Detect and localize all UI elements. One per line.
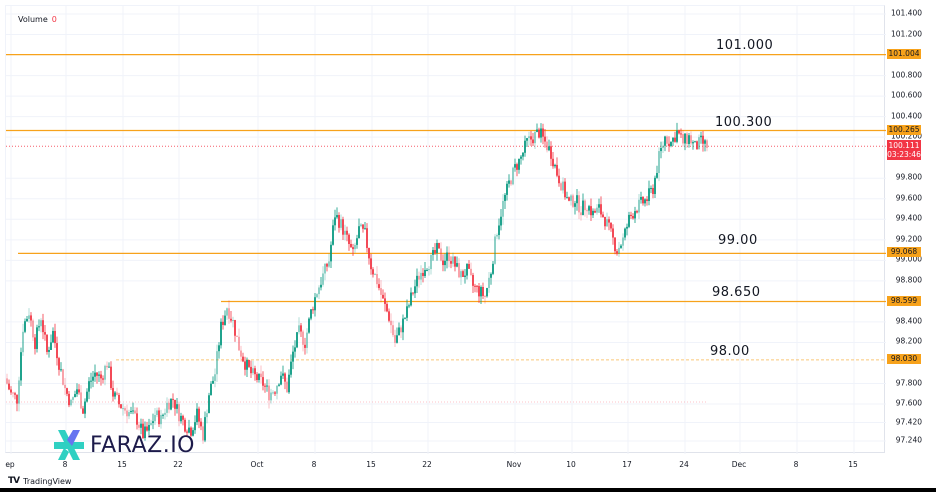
faraz-brand-text: FARAZ.IO xyxy=(90,432,195,458)
level-price-tag: 99.068 xyxy=(887,247,921,258)
candlestick-chart[interactable] xyxy=(6,6,886,454)
price-tick: 97.800 xyxy=(895,378,922,388)
faraz-logo-icon xyxy=(54,430,84,460)
time-tick: 24 xyxy=(679,460,689,469)
time-tick: 10 xyxy=(566,460,576,469)
bar-countdown: 03:23:46 xyxy=(887,150,921,160)
time-tick: 17 xyxy=(622,460,632,469)
time-tick: 15 xyxy=(848,460,858,469)
time-tick: 15 xyxy=(366,460,376,469)
price-tick: 99.400 xyxy=(895,213,922,223)
price-tick: 101.400 xyxy=(890,8,922,18)
price-tick: 99.600 xyxy=(895,193,922,203)
volume-legend-label: Volume xyxy=(18,15,48,24)
tradingview-brand[interactable]: TV TradingView xyxy=(8,476,71,486)
price-tick: 100.800 xyxy=(890,70,922,80)
price-tick: 100.200 xyxy=(890,131,922,141)
time-tick: 8 xyxy=(793,460,799,469)
volume-legend-value: 0 xyxy=(51,15,57,24)
price-tick: 97.600 xyxy=(895,398,922,408)
level-label: 100.300 xyxy=(715,115,773,130)
time-tick: Dec xyxy=(731,460,747,469)
price-tick: 99.800 xyxy=(895,172,922,182)
price-tick: 98.200 xyxy=(895,336,922,346)
level-label: 98.00 xyxy=(710,344,750,359)
current-price: 100.111 xyxy=(888,141,920,151)
price-tick: 98.400 xyxy=(895,316,922,326)
volume-legend: Volume 0 xyxy=(18,15,57,24)
price-tick: 97.420 xyxy=(895,417,922,427)
time-tick: Nov xyxy=(506,460,522,469)
price-tick: 101.200 xyxy=(890,29,922,39)
tradingview-logo-icon: TV xyxy=(8,476,20,486)
time-tick: 8 xyxy=(311,460,317,469)
chart-plot-area[interactable]: Volume 0 xyxy=(5,5,886,454)
tradingview-brand-text: TradingView xyxy=(23,476,72,486)
level-label: 98.650 xyxy=(712,285,761,300)
level-price-tag: 101.004 xyxy=(887,48,921,59)
time-tick: 22 xyxy=(173,460,183,469)
time-tick: 15 xyxy=(117,460,127,469)
level-label: 99.00 xyxy=(718,233,758,248)
time-tick: 8 xyxy=(62,460,68,469)
bottom-border xyxy=(0,488,936,492)
faraz-watermark: FARAZ.IO xyxy=(52,428,195,462)
price-tick: 100.600 xyxy=(890,90,922,100)
time-tick: ep xyxy=(5,460,15,469)
level-price-tag: 98.599 xyxy=(887,295,921,306)
current-price-tag: 100.111 03:23:46 xyxy=(887,140,921,161)
price-tick: 97.240 xyxy=(895,435,922,445)
price-tick: 100.400 xyxy=(890,111,922,121)
price-tick: 98.800 xyxy=(895,275,922,285)
time-tick: 22 xyxy=(422,460,432,469)
level-price-tag: 98.030 xyxy=(887,353,921,364)
level-label: 101.000 xyxy=(716,38,774,53)
level-price-tag: 100.265 xyxy=(887,124,921,135)
time-tick: Oct xyxy=(250,460,264,469)
price-tick: 99.200 xyxy=(895,234,922,244)
price-tick: 99.000 xyxy=(895,254,922,264)
